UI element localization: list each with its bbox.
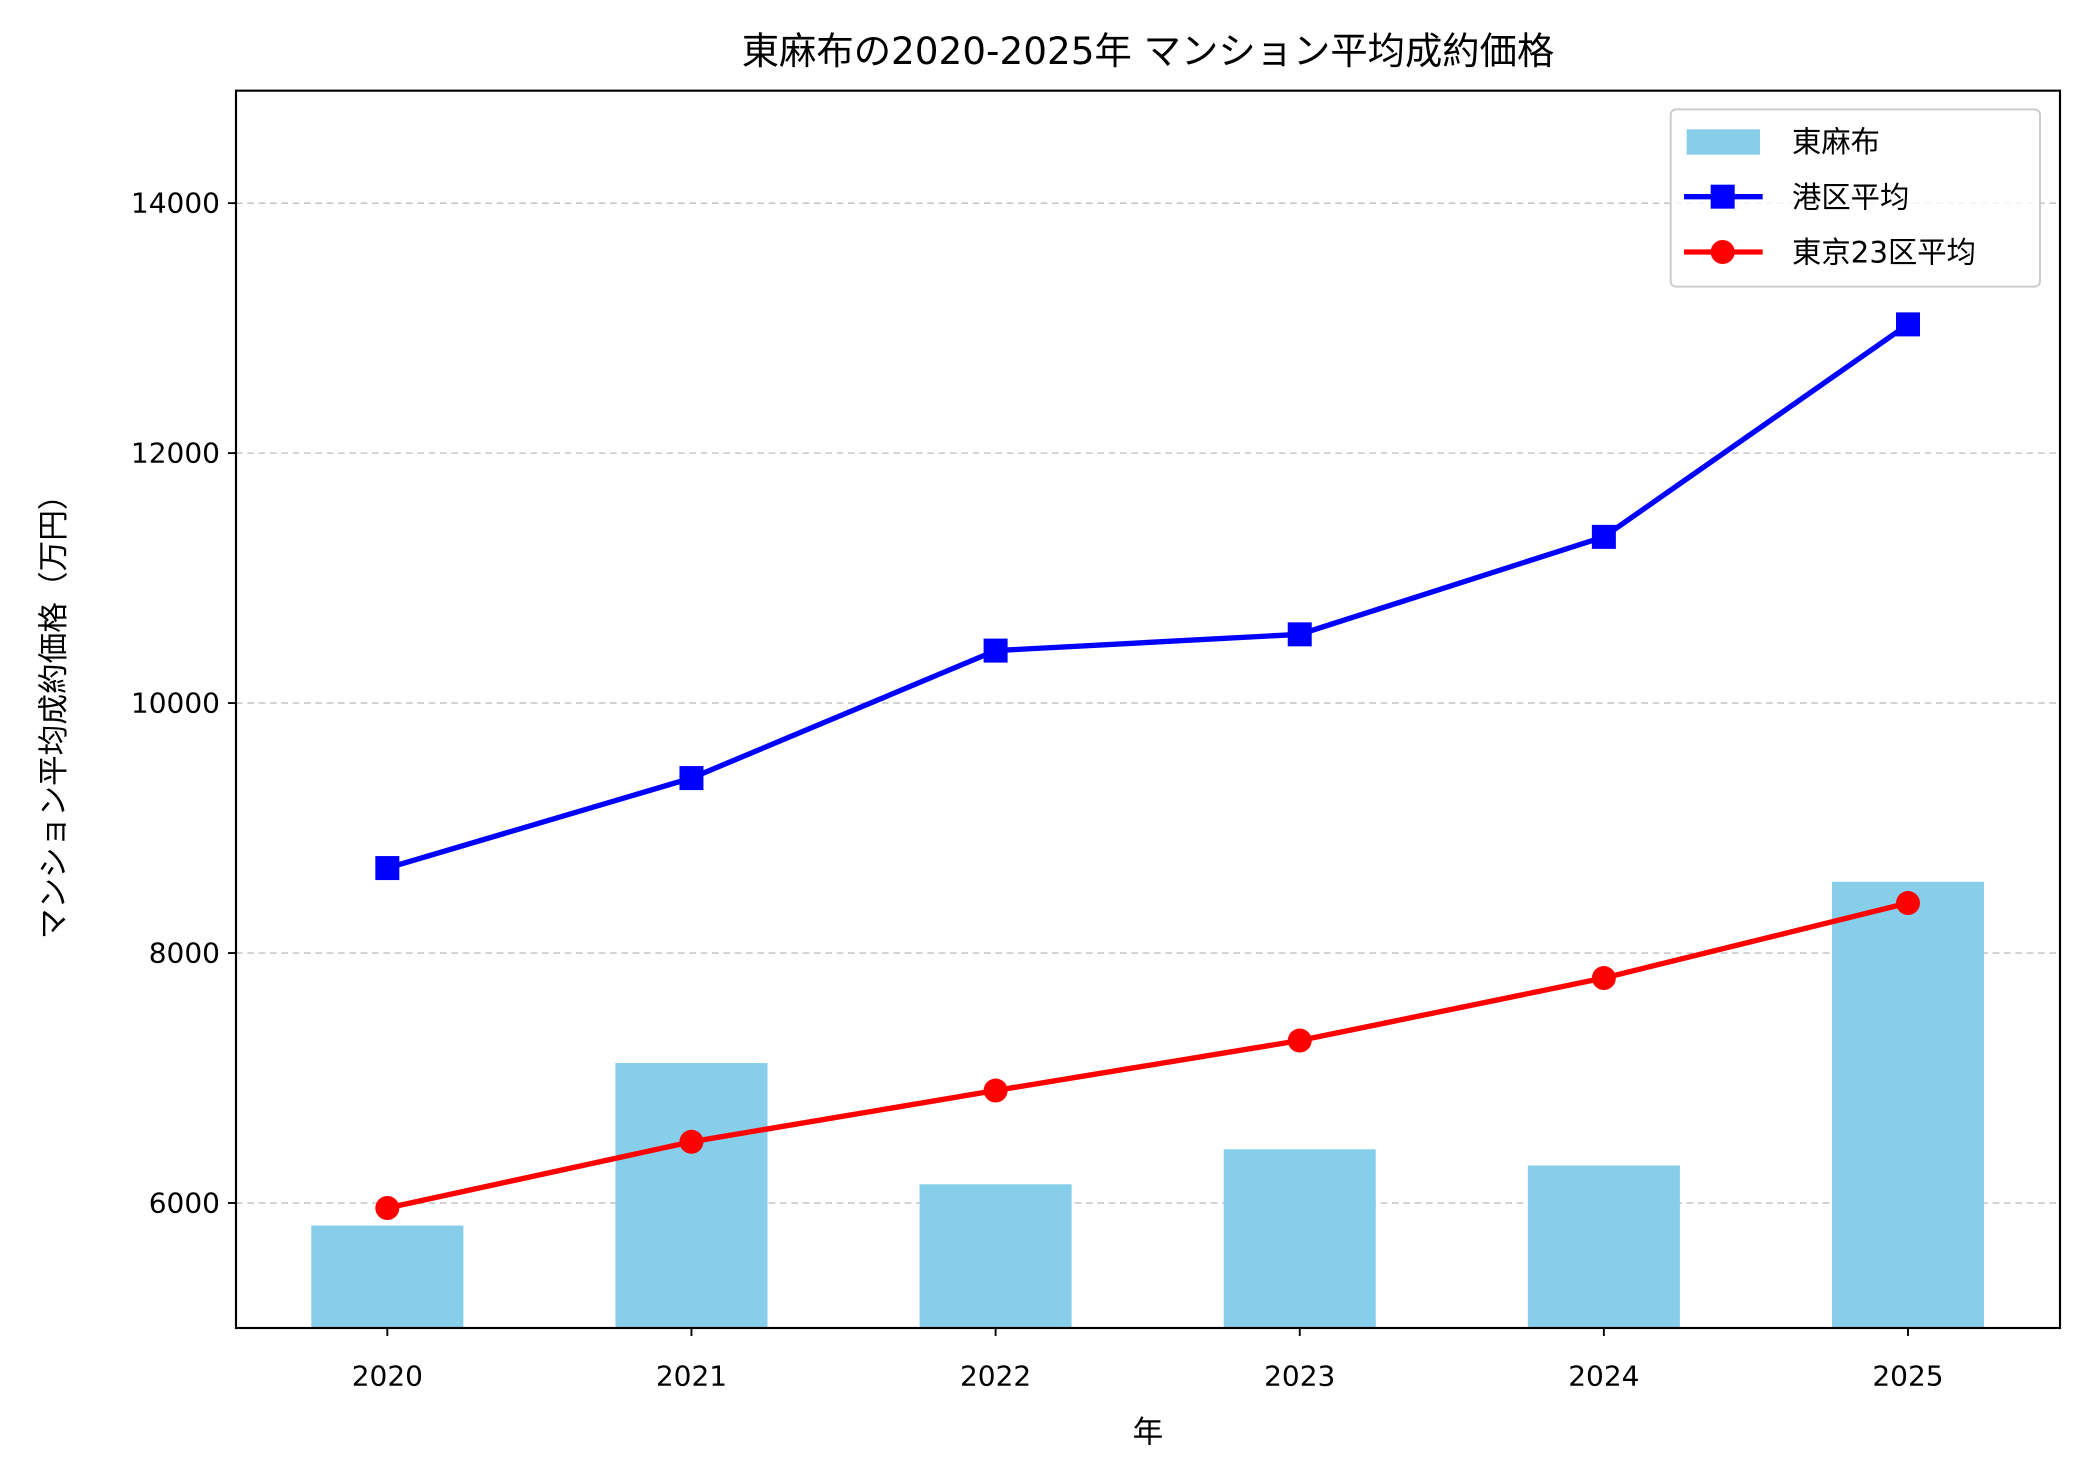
data-point <box>679 1129 704 1154</box>
legend-marker <box>1710 240 1735 264</box>
x-tick-label: 2021 <box>656 1359 727 1392</box>
legend-label: 港区平均 <box>1792 180 1909 214</box>
data-point <box>375 1196 400 1221</box>
bar <box>919 1184 1072 1328</box>
data-point <box>1287 1028 1312 1053</box>
data-point <box>1287 622 1312 647</box>
x-axis: 2020 2021 2022 2023 2024 2025 <box>352 1328 1944 1392</box>
y-axis: 6000 8000 10000 12000 14000 <box>131 186 236 1219</box>
data-point <box>375 856 400 881</box>
legend-label: 東麻布 <box>1792 125 1880 159</box>
data-point <box>1591 524 1616 549</box>
bar <box>1527 1165 1680 1328</box>
series-line <box>386 322 1910 871</box>
bar <box>1223 1149 1376 1328</box>
y-tick-label: 14000 <box>131 186 220 219</box>
y-axis-label: マンション平均成約価格（万円） <box>37 479 72 939</box>
x-tick-label: 2023 <box>1264 1359 1335 1392</box>
bar <box>615 1063 768 1328</box>
legend-swatch <box>1686 129 1760 155</box>
grid <box>236 202 2060 1204</box>
y-tick-label: 6000 <box>149 1186 220 1219</box>
bar <box>311 1225 464 1328</box>
data-point <box>1896 891 1920 916</box>
x-axis-label: 年 <box>1133 1416 1164 1451</box>
data-point <box>983 638 1008 663</box>
bars <box>311 881 1985 1328</box>
x-tick-label: 2024 <box>1568 1359 1639 1392</box>
data-point <box>983 1078 1008 1103</box>
y-tick-label: 10000 <box>131 686 220 719</box>
plot-frame <box>234 89 2062 1330</box>
legend-label: 東京23区平均 <box>1792 236 1976 270</box>
x-tick-label: 2025 <box>1872 1359 1943 1392</box>
y-tick-label: 12000 <box>131 436 220 469</box>
y-tick-label: 8000 <box>149 936 220 969</box>
data-point <box>1591 966 1616 991</box>
data-point <box>1896 312 1920 337</box>
x-tick-label: 2020 <box>352 1359 423 1392</box>
series-line <box>386 900 1909 1211</box>
bar <box>1831 881 1985 1328</box>
legend-frame <box>1669 108 2041 288</box>
lines <box>375 312 1920 1221</box>
x-tick-label: 2022 <box>960 1359 1031 1392</box>
data-point <box>679 766 704 791</box>
chart-title: 東麻布の2020-2025年 マンション平均成約価格 <box>742 29 1555 73</box>
legend-marker <box>1710 184 1735 209</box>
